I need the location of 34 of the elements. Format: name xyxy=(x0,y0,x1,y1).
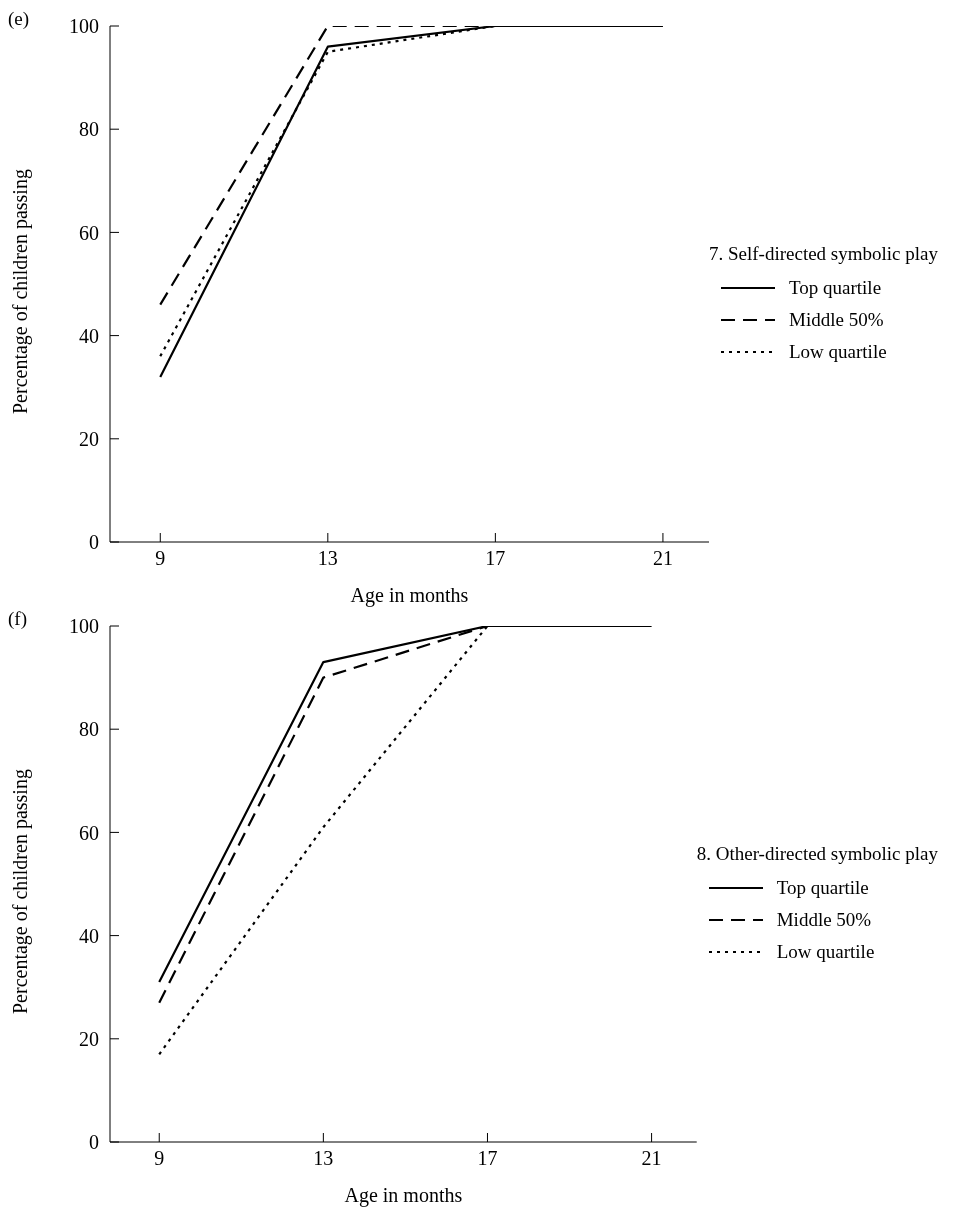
y-tick-label: 20 xyxy=(79,427,99,450)
x-tick-label: 13 xyxy=(313,1147,334,1170)
legend-label: Low quartile xyxy=(789,341,887,363)
x-tick-label: 9 xyxy=(155,547,166,570)
legend-title: 8. Other-directed symbolic play xyxy=(696,843,938,865)
y-tick-label: 60 xyxy=(79,821,99,844)
legend-label: Middle 50% xyxy=(789,309,884,331)
x-tick-label: 21 xyxy=(652,547,673,570)
legend-label: Top quartile xyxy=(789,277,882,299)
legend-label: Top quartile xyxy=(776,877,869,899)
chart-title: (e) xyxy=(8,8,30,30)
y-tick-label: 0 xyxy=(89,1131,99,1154)
x-axis-title: Age in months xyxy=(344,1184,463,1207)
x-tick-label: 17 xyxy=(477,1147,498,1170)
x-axis-title: Age in months xyxy=(350,584,469,607)
legend-title: 7. Self-directed symbolic play xyxy=(709,243,938,265)
y-axis-title: Percentage of children passing xyxy=(9,769,33,1014)
legend-label: Middle 50% xyxy=(776,909,872,931)
y-tick-label: 40 xyxy=(79,324,99,347)
y-tick-label: 80 xyxy=(79,118,99,141)
x-tick-label: 13 xyxy=(317,547,338,570)
y-tick-label: 20 xyxy=(79,1027,99,1050)
y-axis-title: Percentage of children passing xyxy=(9,169,33,414)
y-tick-label: 100 xyxy=(69,15,99,38)
chart-title: (f) xyxy=(8,608,27,630)
x-tick-label: 9 xyxy=(154,1147,165,1170)
y-tick-label: 80 xyxy=(79,718,99,741)
y-tick-label: 60 xyxy=(79,221,99,244)
y-tick-label: 100 xyxy=(69,615,99,638)
x-tick-label: 17 xyxy=(485,547,506,570)
x-tick-label: 21 xyxy=(641,1147,662,1170)
y-tick-label: 40 xyxy=(79,924,99,947)
legend-label: Low quartile xyxy=(776,941,875,963)
y-tick-label: 0 xyxy=(89,531,99,554)
